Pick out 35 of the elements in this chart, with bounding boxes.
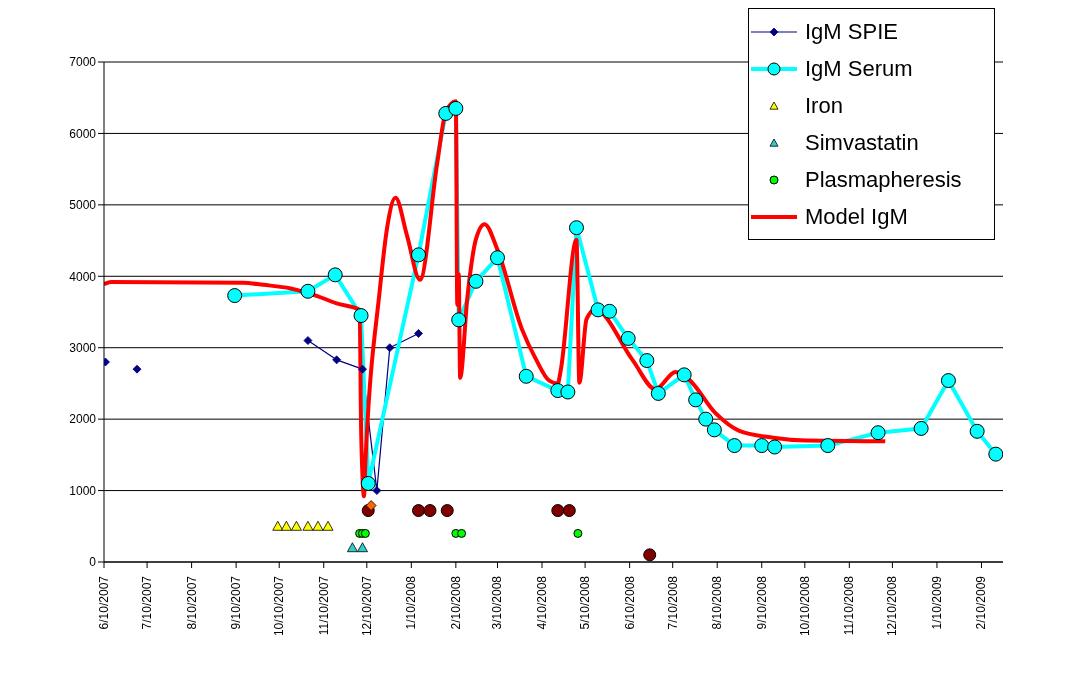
- x-tick-label: 4/10/2008: [535, 575, 550, 630]
- x-tick-label: 6/10/2008: [622, 575, 637, 630]
- legend-label: Iron: [805, 92, 843, 119]
- x-tick-label: 12/10/2008: [885, 575, 900, 637]
- x-tick-label: 8/10/2008: [710, 575, 725, 630]
- x-tick-label: 9/10/2007: [229, 575, 244, 630]
- legend-label: Plasmapheresis: [805, 166, 962, 193]
- x-tick-label: 1/10/2009: [929, 575, 944, 630]
- legend-label: Model IgM: [805, 203, 908, 230]
- x-tick-label: 5/10/2008: [578, 575, 593, 630]
- y-tick-label: 3000: [69, 340, 97, 355]
- y-tick-label: 0: [89, 555, 97, 570]
- y-tick-label: 7000: [69, 55, 97, 70]
- x-tick-label: 12/10/2007: [359, 575, 374, 637]
- y-tick-label: 2000: [69, 412, 97, 427]
- y-tick-label: 5000: [69, 198, 97, 213]
- x-tick-label: 6/10/2007: [97, 575, 111, 630]
- x-tick-label: 3/10/2008: [490, 575, 505, 630]
- x-tick-label: 8/10/2007: [184, 575, 199, 630]
- y-tick-label: 4000: [69, 269, 97, 284]
- x-tick-label: 11/10/2008: [842, 575, 857, 636]
- x-tick-label: 2/10/2008: [448, 575, 463, 630]
- x-tick-label: 7/10/2007: [140, 575, 155, 630]
- x-tick-label: 1/10/2008: [404, 575, 419, 630]
- y-tick-label: 6000: [69, 126, 97, 141]
- legend-label: Simvastatin: [805, 129, 919, 156]
- x-tick-label: 2/10/2009: [974, 575, 989, 630]
- x-tick-label: 10/10/2008: [797, 575, 812, 637]
- y-tick-label: 1000: [69, 483, 97, 498]
- x-tick-label: 10/10/2007: [272, 575, 287, 637]
- x-tick-label: 11/10/2007: [316, 575, 331, 636]
- x-tick-label: 7/10/2008: [665, 575, 680, 630]
- x-tick-label: 9/10/2008: [754, 575, 769, 630]
- legend-label: IgM SPIE: [805, 18, 898, 45]
- legend-label: IgM Serum: [805, 55, 913, 82]
